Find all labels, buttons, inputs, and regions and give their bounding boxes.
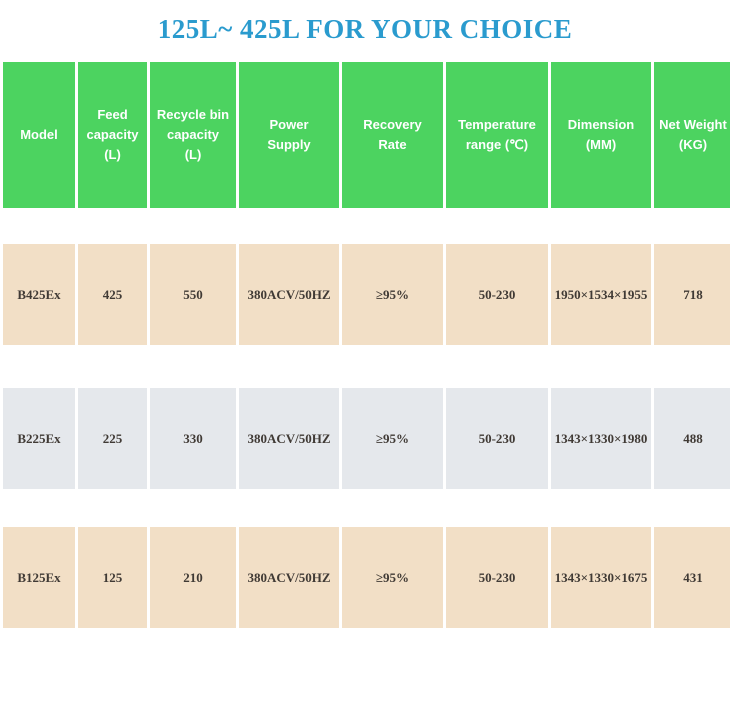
- cell-model: B425Ex: [3, 244, 75, 345]
- cell-recycle-bin-capacity: 210: [150, 527, 236, 628]
- cell-feed-capacity: 125: [78, 527, 147, 628]
- header-net-weight: Net Weight (KG): [654, 62, 730, 208]
- table-header-row: Model Feed capacity (L) Recycle bin capa…: [3, 62, 730, 208]
- header-model: Model: [3, 62, 75, 208]
- header-recycle-bin-capacity: Recycle bin capacity (L): [150, 62, 236, 208]
- cell-feed-capacity: 225: [78, 388, 147, 489]
- page-title: 125L~ 425L FOR YOUR CHOICE: [157, 14, 573, 44]
- header-dimension: Dimension (MM): [551, 62, 651, 208]
- cell-recovery-rate: ≥95%: [342, 527, 443, 628]
- cell-dimension: 1343×1330×1675: [551, 527, 651, 628]
- cell-temperature-range: 50-230: [446, 527, 548, 628]
- header-feed-capacity: Feed capacity (L): [78, 62, 147, 208]
- cell-power-supply: 380ACV/50HZ: [239, 244, 339, 345]
- page: 125L~ 425L FOR YOUR CHOICE Model Feed ca…: [0, 14, 730, 628]
- table-row: B225Ex 225 330 380ACV/50HZ ≥95% 50-230 1…: [3, 388, 730, 489]
- header-power-supply: Power Supply: [239, 62, 339, 208]
- cell-power-supply: 380ACV/50HZ: [239, 527, 339, 628]
- table-row: B425Ex 425 550 380ACV/50HZ ≥95% 50-230 1…: [3, 244, 730, 345]
- cell-recycle-bin-capacity: 330: [150, 388, 236, 489]
- header-temperature-range: Temperature range (℃): [446, 62, 548, 208]
- cell-dimension: 1343×1330×1980: [551, 388, 651, 489]
- header-recovery-rate: Recovery Rate: [342, 62, 443, 208]
- cell-recovery-rate: ≥95%: [342, 388, 443, 489]
- cell-model: B125Ex: [3, 527, 75, 628]
- cell-dimension: 1950×1534×1955: [551, 244, 651, 345]
- cell-temperature-range: 50-230: [446, 244, 548, 345]
- cell-recycle-bin-capacity: 550: [150, 244, 236, 345]
- cell-power-supply: 380ACV/50HZ: [239, 388, 339, 489]
- cell-temperature-range: 50-230: [446, 388, 548, 489]
- cell-net-weight: 718: [654, 244, 730, 345]
- spec-table: Model Feed capacity (L) Recycle bin capa…: [0, 62, 730, 628]
- table-row: B125Ex 125 210 380ACV/50HZ ≥95% 50-230 1…: [3, 527, 730, 628]
- cell-recovery-rate: ≥95%: [342, 244, 443, 345]
- cell-feed-capacity: 425: [78, 244, 147, 345]
- cell-net-weight: 488: [654, 388, 730, 489]
- cell-model: B225Ex: [3, 388, 75, 489]
- cell-net-weight: 431: [654, 527, 730, 628]
